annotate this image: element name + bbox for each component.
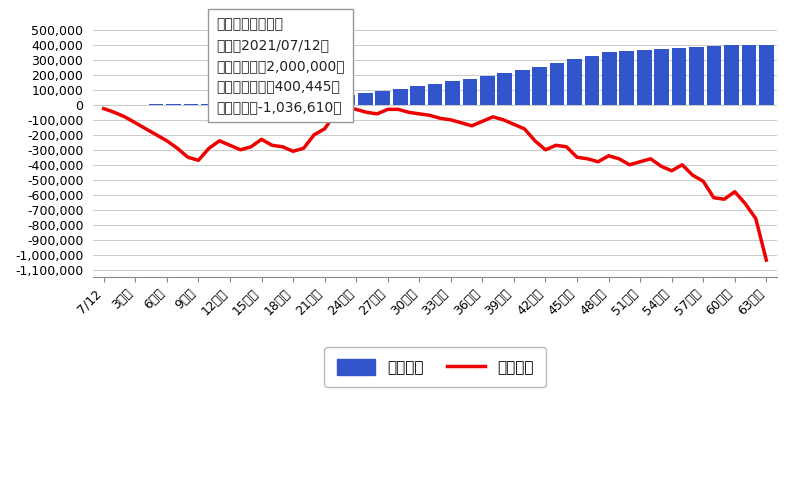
Bar (166, 104, 181, 105)
Bar (741, 45, 756, 105)
Bar (654, 49, 669, 105)
Bar (236, 102, 250, 105)
Bar (271, 100, 285, 105)
Bar (567, 60, 582, 105)
Bar (184, 104, 198, 105)
Bar (410, 86, 425, 105)
Bar (672, 48, 687, 105)
Bar (759, 45, 774, 105)
Legend: 確定利益, 評価損益: 確定利益, 評価損益 (325, 347, 546, 387)
Bar (619, 51, 634, 105)
Bar (253, 101, 268, 105)
Bar (497, 73, 512, 105)
Bar (689, 47, 704, 105)
Bar (393, 89, 408, 105)
Bar (515, 70, 530, 105)
Bar (306, 98, 320, 105)
Bar (724, 46, 739, 105)
Bar (463, 79, 478, 105)
Bar (532, 66, 547, 105)
Bar (584, 56, 600, 105)
Bar (445, 81, 460, 105)
Bar (637, 50, 652, 105)
Bar (341, 95, 355, 105)
Bar (602, 52, 617, 105)
Bar (428, 84, 443, 105)
Bar (201, 104, 215, 105)
Bar (219, 103, 233, 105)
Bar (358, 93, 373, 105)
Bar (323, 96, 337, 105)
Bar (288, 99, 303, 105)
Bar (480, 76, 495, 105)
Bar (706, 46, 722, 105)
Bar (375, 91, 390, 105)
Bar (550, 63, 565, 105)
Text: トラリピ運用実績
期間：2021/07/12～
投資元本：　2,000,000円
確定利益：　　400,445円
評価損益：-1,036,610円: トラリピ運用実績 期間：2021/07/12～ 投資元本： 2,000,000円… (216, 18, 345, 114)
